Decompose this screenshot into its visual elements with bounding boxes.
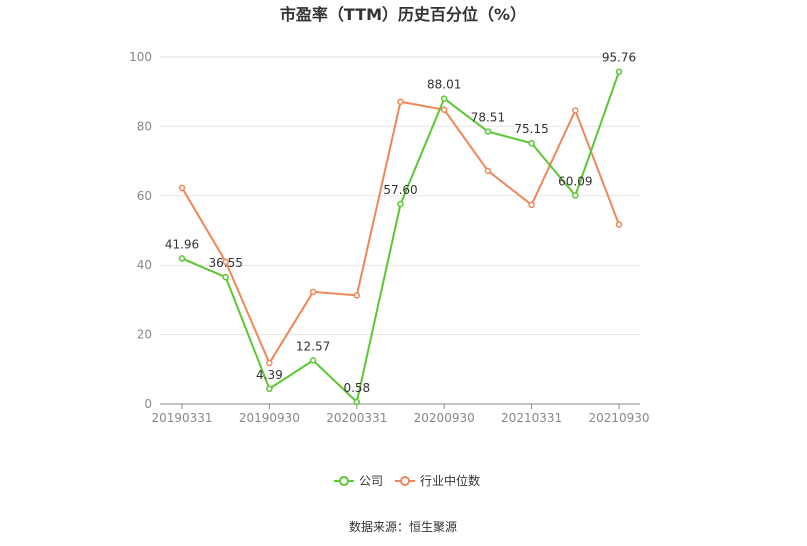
y-tick-label: 80 bbox=[137, 119, 152, 133]
source-text: 数据来源：恒生聚源 bbox=[349, 519, 457, 534]
series-line-0 bbox=[181, 71, 620, 403]
legend-label: 行业中位数 bbox=[420, 473, 480, 488]
x-tick-label: 20210930 bbox=[588, 411, 649, 425]
legend-marker bbox=[400, 476, 410, 486]
data-point[interactable] bbox=[397, 98, 404, 106]
data-point[interactable] bbox=[440, 95, 448, 102]
data-label: 88.01 bbox=[427, 78, 461, 92]
data-point[interactable] bbox=[353, 398, 361, 406]
data-label: 60.09 bbox=[558, 174, 592, 188]
x-tick-label: 20200331 bbox=[326, 411, 387, 425]
data-point[interactable] bbox=[222, 273, 229, 281]
y-tick-label: 20 bbox=[137, 328, 152, 342]
data-label: 57.60 bbox=[383, 183, 417, 197]
y-axis: 0 20 40 60 80 100 bbox=[129, 50, 152, 411]
data-label: 4.39 bbox=[256, 368, 283, 382]
data-labels: 41.96 36.55 4.39 12.57 0.58 57.60 88.01 78.51 75… bbox=[165, 51, 636, 395]
x-tick-label: 20190331 bbox=[151, 411, 212, 425]
data-label: 0.58 bbox=[343, 381, 370, 395]
x-tick-label: 20210331 bbox=[501, 411, 562, 425]
data-label: 41.96 bbox=[165, 237, 199, 251]
data-label: 75.15 bbox=[514, 122, 548, 136]
data-point[interactable] bbox=[397, 200, 404, 208]
data-point[interactable] bbox=[178, 255, 186, 262]
x-axis: 20190331 20190930 20200331 20200930 20210331… bbox=[151, 403, 650, 425]
legend[interactable]: 公司 行业中位数 bbox=[334, 473, 480, 488]
legend-item-1[interactable]: 行业中位数 bbox=[395, 473, 480, 488]
data-label: 12.57 bbox=[296, 339, 330, 353]
legend-marker bbox=[339, 476, 349, 486]
data-label: 36.55 bbox=[209, 256, 243, 270]
data-point[interactable] bbox=[440, 106, 448, 113]
data-point[interactable] bbox=[266, 359, 273, 367]
legend-label: 公司 bbox=[359, 474, 383, 488]
data-point[interactable] bbox=[222, 258, 229, 265]
data-point[interactable] bbox=[484, 167, 492, 175]
y-tick-label: 0 bbox=[144, 397, 152, 411]
data-point[interactable] bbox=[572, 107, 579, 114]
legend-item-0[interactable]: 公司 bbox=[334, 474, 383, 488]
data-point[interactable] bbox=[572, 192, 579, 199]
x-tick-label: 20200930 bbox=[414, 411, 475, 425]
chart-title: 市盈率（TTM）历史百分位（%） bbox=[280, 5, 526, 24]
data-point[interactable] bbox=[528, 139, 535, 147]
data-point[interactable] bbox=[615, 68, 623, 75]
data-point[interactable] bbox=[178, 184, 186, 192]
data-label: 78.51 bbox=[471, 111, 505, 125]
data-point[interactable] bbox=[309, 288, 317, 296]
y-tick-label: 40 bbox=[137, 258, 152, 272]
data-point[interactable] bbox=[266, 385, 273, 393]
series-layer bbox=[178, 68, 623, 406]
data-point[interactable] bbox=[615, 221, 623, 228]
x-tick-label: 20190930 bbox=[239, 411, 300, 425]
data-point[interactable] bbox=[528, 201, 535, 209]
grid bbox=[160, 56, 640, 336]
y-tick-label: 100 bbox=[129, 50, 152, 64]
data-point[interactable] bbox=[309, 357, 317, 364]
data-label: 95.76 bbox=[602, 51, 636, 65]
series-line-1 bbox=[181, 100, 620, 365]
data-point[interactable] bbox=[353, 292, 361, 299]
data-point[interactable] bbox=[484, 128, 492, 135]
y-tick-label: 60 bbox=[137, 189, 152, 203]
